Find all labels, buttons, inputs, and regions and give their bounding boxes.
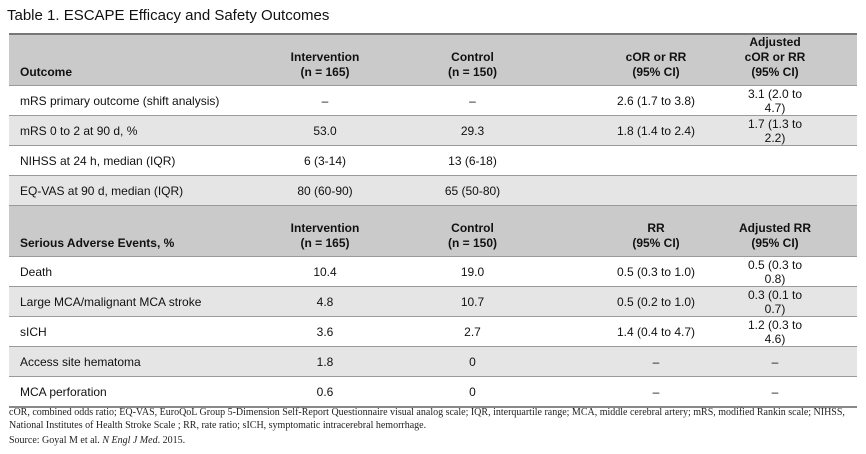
table-cell: 6 (3-14)	[250, 145, 400, 176]
header-line: Adjusted RR	[739, 221, 811, 235]
table-row: sICH 3.6 2.7 1.4 (0.4 to 4.7) 1.2 (0.3 to 4.…	[9, 316, 857, 347]
table-cell: 0.5 (0.2 to 1.0)	[575, 286, 737, 317]
table-cell: 19.0	[400, 256, 575, 287]
table-cell: 4.8	[250, 286, 400, 317]
header-line: Control	[451, 50, 494, 64]
table-cell: 0.5 (0.3 to 1.0)	[575, 256, 737, 287]
table-cell: 10.7	[400, 286, 575, 317]
source-prefix: Source: Goyal M et al.	[9, 435, 103, 446]
source-suffix: . 2015.	[157, 435, 186, 446]
header-line: (n = 165)	[300, 65, 350, 79]
header-line: (95% CI)	[751, 236, 799, 250]
row-label: Access site hematoma	[9, 346, 250, 377]
table-cell	[575, 145, 737, 176]
table-cell: –	[737, 376, 857, 408]
header-line: cOR or RR	[625, 50, 687, 64]
header-line: Control	[451, 221, 494, 235]
table-cell: 2.7	[400, 316, 575, 347]
table-cell: 0	[400, 346, 575, 377]
column-header: Outcome	[9, 34, 250, 86]
source-citation: Source: Goyal M et al. N Engl J Med. 201…	[9, 435, 185, 446]
table-cell: 80 (60-90)	[250, 175, 400, 206]
table-cell: 10.4	[250, 256, 400, 287]
table-cell: 53.0	[250, 115, 400, 146]
column-header: Adjusted RR (95% CI)	[737, 205, 857, 257]
table-row: Large MCA/malignant MCA stroke 4.8 10.7 0.5…	[9, 286, 857, 317]
table-cell: 29.3	[400, 115, 575, 146]
column-header: Serious Adverse Events, %	[9, 205, 250, 257]
table-cell: 1.2 (0.3 to 4.6)	[737, 316, 857, 347]
table-cell: 0.5 (0.3 to 0.8)	[737, 256, 857, 287]
table-cell: 13 (6-18)	[400, 145, 575, 176]
column-header: Intervention (n = 165)	[250, 205, 400, 257]
efficacy-header-row: Outcome Intervention (n = 165) Control (n = …	[9, 34, 857, 86]
table-cell: 1.7 (1.3 to 2.2)	[737, 115, 857, 146]
header-line: Serious Adverse Events, %	[20, 236, 175, 250]
row-label: Death	[9, 256, 250, 287]
header-line: Adjusted cOR or RR	[744, 35, 806, 64]
table-cell: 1.8	[250, 346, 400, 377]
header-line: (n = 165)	[300, 236, 350, 250]
header-line: Intervention	[290, 50, 360, 64]
row-label: mRS 0 to 2 at 90 d, %	[9, 115, 250, 146]
table-cell: –	[400, 85, 575, 116]
table-cell: 3.6	[250, 316, 400, 347]
table-cell: 1.4 (0.4 to 4.7)	[575, 316, 737, 347]
table-row: Death 10.4 19.0 0.5 (0.3 to 1.0) 0.5 (0.3 to…	[9, 256, 857, 287]
header-line: (n = 150)	[447, 236, 498, 250]
header-line: (95% CI)	[751, 65, 799, 79]
footnote: cOR, combined odds ratio; EQ-VAS, EuroQo…	[9, 407, 845, 431]
table-cell: 0	[400, 376, 575, 408]
header-line: (95% CI)	[632, 236, 680, 250]
header-line: (n = 150)	[447, 65, 498, 79]
table-cell	[737, 175, 857, 206]
safety-header-row: Serious Adverse Events, % Intervention (n …	[9, 205, 857, 257]
row-label: sICH	[9, 316, 250, 347]
column-header: Adjusted cOR or RR (95% CI)	[737, 34, 857, 86]
header-line: RR	[647, 221, 665, 235]
row-label: mRS primary outcome (shift analysis)	[9, 85, 250, 116]
table-row: mRS 0 to 2 at 90 d, % 53.0 29.3 1.8 (1.4 to…	[9, 115, 857, 146]
table-row: NIHSS at 24 h, median (IQR) 6 (3-14) 13 (6…	[9, 145, 857, 176]
table-cell: 0.6	[250, 376, 400, 408]
table-cell: –	[575, 346, 737, 377]
row-label: MCA perforation	[9, 376, 250, 408]
table-cell: 2.6 (1.7 to 3.8)	[575, 85, 737, 116]
header-line: Intervention	[290, 221, 360, 235]
table-cell	[737, 145, 857, 176]
table-title: Table 1. ESCAPE Efficacy and Safety Outc…	[7, 7, 330, 24]
row-label: NIHSS at 24 h, median (IQR)	[9, 145, 250, 176]
table-cell: 3.1 (2.0 to 4.7)	[737, 85, 857, 116]
header-line: (95% CI)	[632, 65, 680, 79]
outcomes-table: Outcome Intervention (n = 165) Control (n = …	[9, 33, 857, 408]
column-header: Control (n = 150)	[400, 34, 575, 86]
table-cell: 65 (50-80)	[400, 175, 575, 206]
table-row: mRS primary outcome (shift analysis) – –2.…	[9, 85, 857, 116]
table-cell: 1.8 (1.4 to 2.4)	[575, 115, 737, 146]
table-cell: –	[575, 376, 737, 408]
column-header: RR (95% CI)	[575, 205, 737, 257]
table-cell	[575, 175, 737, 206]
table-row: Access site hematoma 1.8 0– –	[9, 346, 857, 377]
column-header: cOR or RR (95% CI)	[575, 34, 737, 86]
table-row: EQ-VAS at 90 d, median (IQR) 80 (60-90) 65…	[9, 175, 857, 206]
table-cell: 0.3 (0.1 to 0.7)	[737, 286, 857, 317]
column-header: Intervention (n = 165)	[250, 34, 400, 86]
row-label: EQ-VAS at 90 d, median (IQR)	[9, 175, 250, 206]
column-header: Control (n = 150)	[400, 205, 575, 257]
table-cell: –	[737, 346, 857, 377]
source-journal: N Engl J Med	[102, 435, 158, 446]
table-row: MCA perforation 0.6 0– –	[9, 376, 857, 408]
row-label: Large MCA/malignant MCA stroke	[9, 286, 250, 317]
table-cell: –	[250, 85, 400, 116]
header-line: Outcome	[20, 65, 73, 79]
